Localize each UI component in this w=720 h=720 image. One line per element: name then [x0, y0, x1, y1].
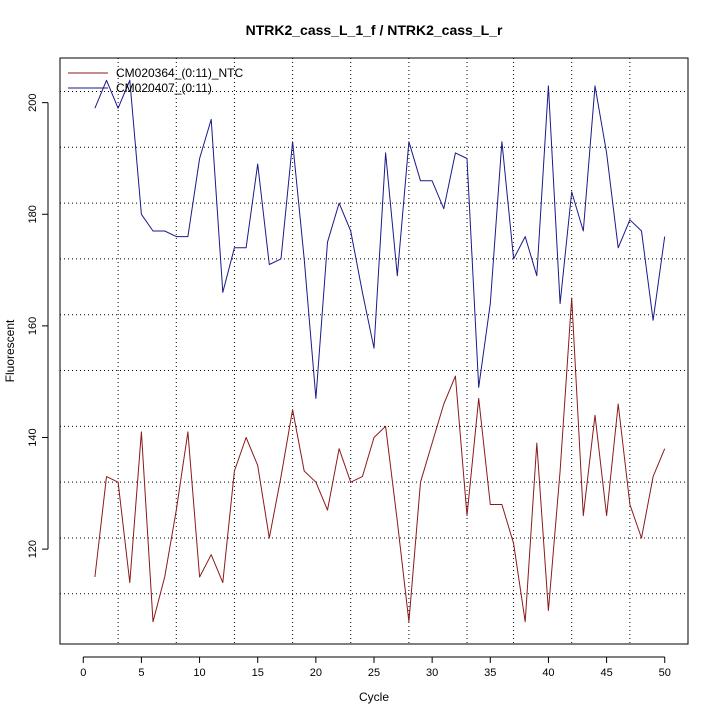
x-tick-label: 35: [484, 667, 496, 679]
axes: 0 5 10 15 20 25 30 35 40 45 50 120 140 160 180 200: [27, 93, 671, 679]
x-tick-label: 20: [310, 667, 322, 679]
x-tick-label: 5: [138, 667, 144, 679]
y-tick-label: 160: [27, 317, 39, 335]
x-tick-label: 40: [542, 667, 554, 679]
legend-label-series-2: CM020407_(0:11): [116, 81, 212, 95]
y-axis-label: Fluorescent: [3, 319, 17, 382]
y-tick-label: 180: [27, 205, 39, 223]
legend-label-series-1: CM020364_(0:11)_NTC: [116, 66, 244, 80]
x-tick-label: 0: [80, 667, 86, 679]
y-tick-label: 140: [27, 428, 39, 446]
plot-frame: [59, 57, 689, 645]
x-tick-label: 45: [600, 667, 612, 679]
y-tick-label: 120: [27, 540, 39, 558]
chart-title: NTRK2_cass_L_1_f / NTRK2_cass_L_r: [246, 22, 503, 38]
y-tick-label: 200: [27, 93, 39, 111]
x-tick-label: 15: [252, 667, 264, 679]
x-tick-label: 10: [193, 667, 205, 679]
series-lines: [94, 79, 666, 623]
x-tick-label: 50: [659, 667, 671, 679]
series-line-1: [94, 297, 666, 623]
series-line-2: [94, 79, 666, 399]
legend: CM020364_(0:11)_NTC CM020407_(0:11): [68, 66, 244, 95]
x-axis-label: Cycle: [359, 690, 389, 704]
x-tick-label: 30: [426, 667, 438, 679]
x-tick-label: 25: [368, 667, 380, 679]
